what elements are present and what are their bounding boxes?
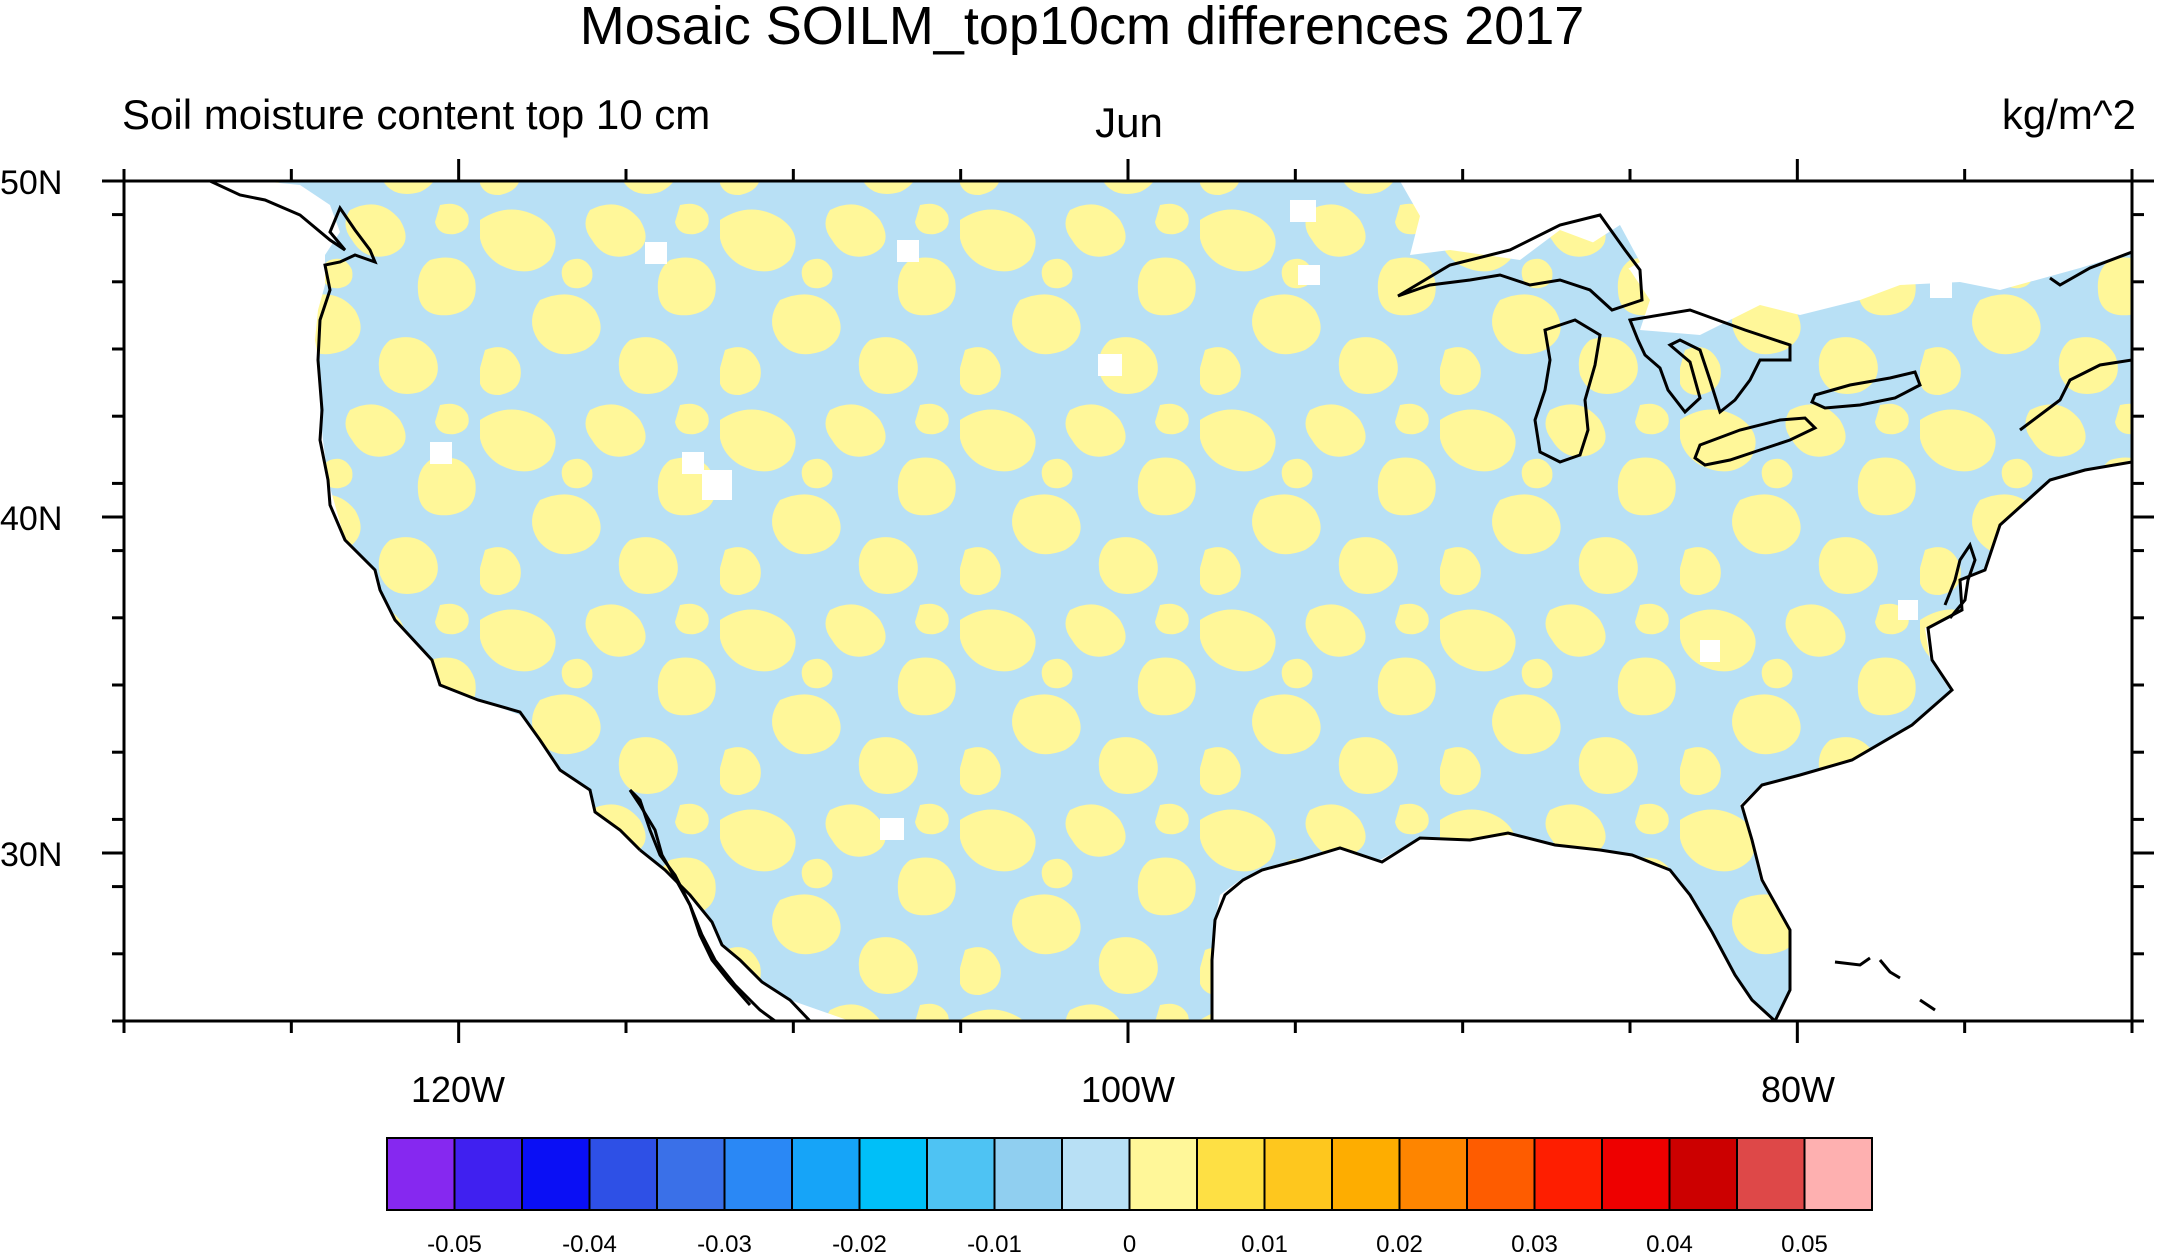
colorbar-swatch xyxy=(386,1137,456,1211)
lat-label-40n: 40N xyxy=(0,500,63,538)
colorbar-swatch xyxy=(926,1137,996,1211)
colorbar-swatch xyxy=(1803,1137,1873,1211)
colorbar-label: -0.03 xyxy=(697,1231,752,1258)
variable-description: Soil moisture content top 10 cm xyxy=(122,91,711,138)
colorbar-swatch xyxy=(993,1137,1063,1211)
lon-label-120w: 120W xyxy=(410,1069,506,1110)
colorbar-swatch xyxy=(588,1137,658,1211)
lon-label-100w: 100W xyxy=(1080,1069,1176,1110)
colorbar-swatch xyxy=(656,1137,726,1211)
units-label: kg/m^2 xyxy=(2001,91,2136,138)
colorbar-swatch xyxy=(1398,1137,1468,1211)
colorbar-swatch xyxy=(1601,1137,1671,1211)
colorbar-swatch xyxy=(1128,1137,1198,1211)
lon-label-80w: 80W xyxy=(1760,1069,1836,1110)
colorbar-swatch xyxy=(1668,1137,1738,1211)
colorbar-swatch xyxy=(1466,1137,1536,1211)
colorbar-label: 0.02 xyxy=(1376,1231,1423,1258)
colorbar-swatch xyxy=(453,1137,523,1211)
axis-ticks xyxy=(102,159,2154,1043)
colorbar-swatch xyxy=(1061,1137,1131,1211)
lat-label-50n: 50N xyxy=(0,164,63,202)
colorbar-label: 0.01 xyxy=(1241,1231,1288,1258)
lat-label-30n: 30N xyxy=(0,836,63,874)
colorbar-label: 0.04 xyxy=(1646,1231,1693,1258)
colorbar-label: -0.02 xyxy=(832,1231,887,1258)
colorbar-label: -0.04 xyxy=(562,1231,617,1258)
colorbar-swatch xyxy=(791,1137,861,1211)
colorbar-swatch xyxy=(1331,1137,1401,1211)
colorbar-label: 0.03 xyxy=(1511,1231,1558,1258)
colorbar-swatch xyxy=(858,1137,928,1211)
soil-moisture-field xyxy=(124,181,2132,1021)
colorbar-label: -0.05 xyxy=(427,1231,482,1258)
colorbar-swatch xyxy=(1736,1137,1806,1211)
colorbar-swatch xyxy=(1196,1137,1266,1211)
missing-data-cells xyxy=(430,181,2072,840)
colorbar-swatch xyxy=(1533,1137,1603,1211)
colorbar-label: 0 xyxy=(1122,1231,1137,1258)
colorbar-label: -0.01 xyxy=(967,1231,1022,1258)
colorbar xyxy=(386,1137,1873,1211)
map-title: Mosaic SOILM_top10cm differences 2017 xyxy=(579,0,1585,56)
colorbar-swatch xyxy=(1263,1137,1333,1211)
month-label: Jun xyxy=(1095,99,1163,146)
colorbar-swatch xyxy=(723,1137,793,1211)
colorbar-label: 0.05 xyxy=(1781,1231,1828,1258)
colorbar-swatch xyxy=(521,1137,591,1211)
coastlines xyxy=(209,181,2132,1021)
